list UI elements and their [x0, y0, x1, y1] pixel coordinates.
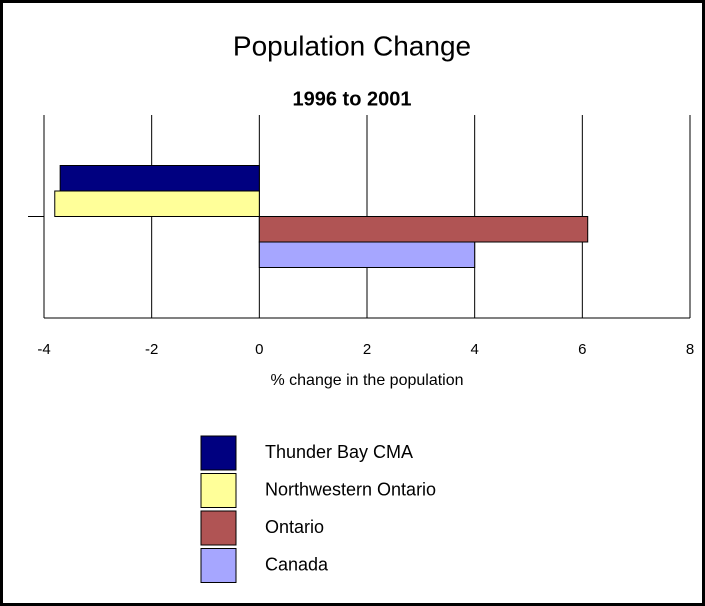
x-tick-label: 4 — [470, 341, 478, 358]
legend-label: Ontario — [265, 517, 324, 537]
bar — [258, 216, 589, 243]
legend-label: Northwestern Ontario — [265, 479, 436, 499]
legend-swatch — [200, 548, 237, 583]
chart-title: Population Change — [233, 30, 471, 61]
bar — [258, 241, 476, 268]
bar — [54, 190, 260, 217]
x-tick-label: 2 — [363, 341, 371, 358]
legend-label: Thunder Bay CMA — [265, 442, 413, 462]
x-tick-label: -4 — [37, 341, 50, 358]
x-tick-label: 6 — [578, 341, 586, 358]
x-tick-label: 8 — [686, 341, 694, 358]
x-tick-label: -2 — [145, 341, 158, 358]
legend-label: Canada — [265, 554, 329, 574]
x-tick-label: 0 — [255, 341, 263, 358]
chart-subtitle: 1996 to 2001 — [293, 88, 412, 110]
legend-swatch — [200, 473, 237, 508]
legend-swatch — [200, 435, 237, 471]
x-axis-label: % change in the population — [270, 372, 463, 389]
legend-swatch — [200, 510, 237, 546]
bar — [59, 165, 260, 192]
